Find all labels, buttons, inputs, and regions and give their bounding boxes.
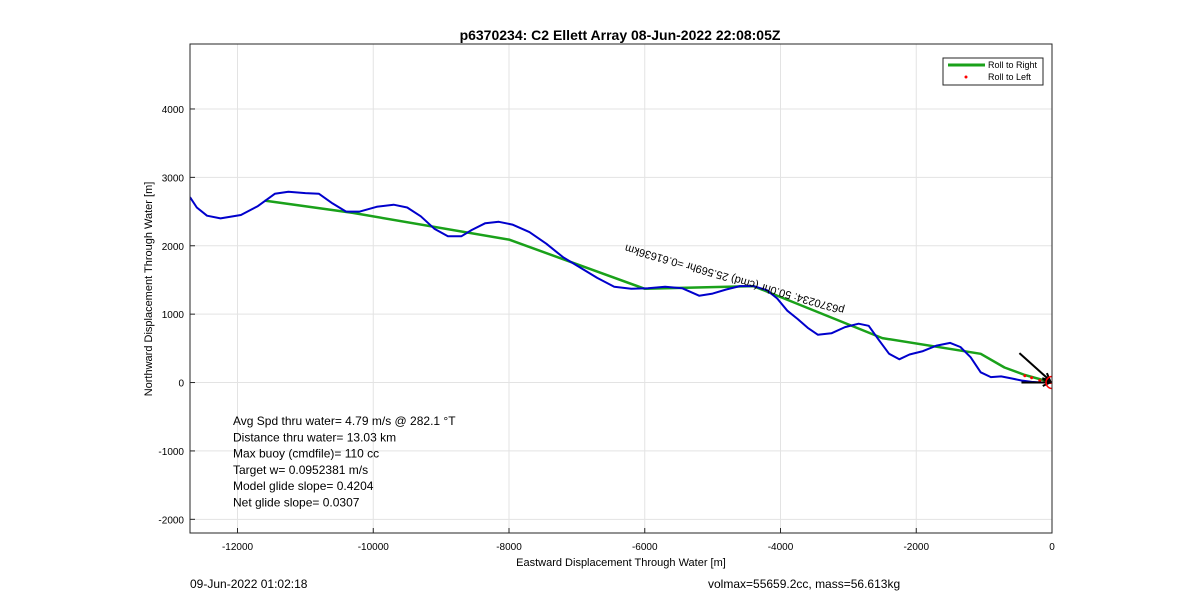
info-line: Net glide slope= 0.0307 [233,496,360,510]
x-tick-label: -4000 [768,542,794,553]
direction-arrow [1018,352,1051,382]
x-tick-label: -12000 [222,542,254,553]
info-text-block: Avg Spd thru water= 4.79 m/s @ 282.1 °T D… [233,414,456,510]
series-track [190,190,1052,384]
info-line: Model glide slope= 0.4204 [233,479,374,493]
footer-timestamp: 09-Jun-2022 01:02:18 [190,577,308,591]
legend-box [942,57,1044,86]
x-tick-label: -2000 [903,542,929,553]
info-line: Distance thru water= 13.03 km [233,430,396,444]
y-tick-label: -1000 [158,447,184,458]
y-tick-label: 4000 [162,105,185,116]
series-roll-to-left-point [1023,374,1027,378]
y-tick-label: 2000 [162,242,185,253]
x-axis-label: Eastward Displacement Through Water [m] [516,557,726,569]
x-tick-label: -6000 [632,542,658,553]
info-line: Avg Spd thru water= 4.79 m/s @ 282.1 °T [233,414,456,428]
direction-arrow-head [1042,378,1052,387]
y-tick-label: -2000 [158,515,184,526]
axis-ticks: -12000 -10000 -8000 -6000 -4000 -2000 0-2000-1… [158,105,1055,553]
series-roll-to-left-point [1038,378,1042,382]
y-tick-label: 0 [178,379,184,390]
y-tick-label: 3000 [162,173,185,184]
info-line: Target w= 0.0952381 m/s [233,463,368,477]
chart-title: p6370234: C2 Ellett Array 08-Jun-2022 22… [460,27,781,43]
grid-lines [190,44,1053,533]
legend: Roll to Right Roll to Left [942,57,1044,86]
series-roll-to-left-point [1030,376,1034,380]
legend-marker-roll-left [964,75,968,79]
legend-label-roll-right: Roll to Right [988,60,1038,70]
y-axis-label: Northward Displacement Through Water [m] [143,182,155,397]
plot-frame [189,43,1053,534]
legend-label-roll-left: Roll to Left [988,72,1032,82]
end-marker [1045,375,1052,390]
x-tick-label: 0 [1049,542,1055,553]
y-tick-label: 1000 [162,310,185,321]
direction-arrow-head [1041,372,1052,383]
info-line: Max buoy (cmdfile)= 110 cc [233,447,379,461]
x-tick-label: -8000 [496,542,522,553]
x-tick-label: -10000 [358,542,390,553]
footer-mass-info: volmax=55659.2cc, mass=56.613kg [708,577,901,591]
